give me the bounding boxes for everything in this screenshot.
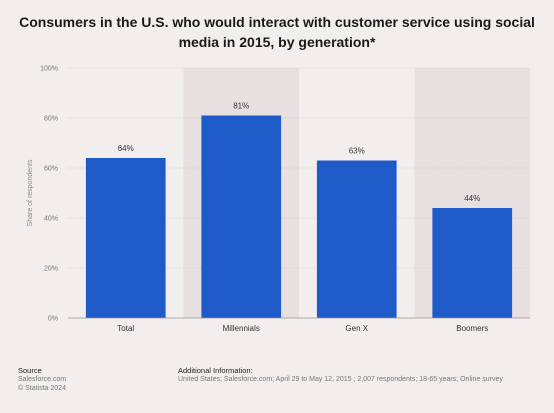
y-tick-label: 100% — [40, 66, 58, 73]
source-heading: Source — [18, 366, 42, 375]
additional-info-text: United States; Salesforce.com; April 29 … — [178, 376, 503, 383]
source-line: Salesforce.com — [18, 376, 67, 383]
x-category-label: Millennials — [223, 324, 260, 333]
x-category-label: Gen X — [345, 324, 368, 333]
y-tick-label: 0% — [48, 316, 58, 323]
additional-info-heading: Additional Information: — [178, 366, 253, 375]
bar-value-label: 81% — [233, 102, 249, 111]
x-category-label: Boomers — [456, 324, 488, 333]
y-tick-label: 40% — [44, 216, 58, 223]
source-block: Source Salesforce.com © Statista 2024 — [18, 366, 66, 393]
bar — [432, 208, 513, 318]
copyright-line: © Statista 2024 — [18, 385, 66, 392]
bar-value-label: 63% — [349, 147, 365, 156]
y-tick-label: 60% — [44, 166, 58, 173]
y-axis-label: Share of respondents — [27, 159, 34, 226]
bar — [85, 158, 166, 318]
bar — [316, 160, 397, 318]
bar-value-label: 64% — [118, 144, 134, 153]
chart-title: Consumers in the U.S. who would interact… — [19, 14, 535, 50]
bar — [201, 115, 282, 318]
y-tick-label: 80% — [44, 116, 58, 123]
bar-value-label: 44% — [464, 194, 480, 203]
x-category-label: Total — [117, 324, 134, 333]
y-tick-label: 20% — [44, 266, 58, 273]
additional-info-block: Additional Information: United States; S… — [178, 366, 538, 384]
